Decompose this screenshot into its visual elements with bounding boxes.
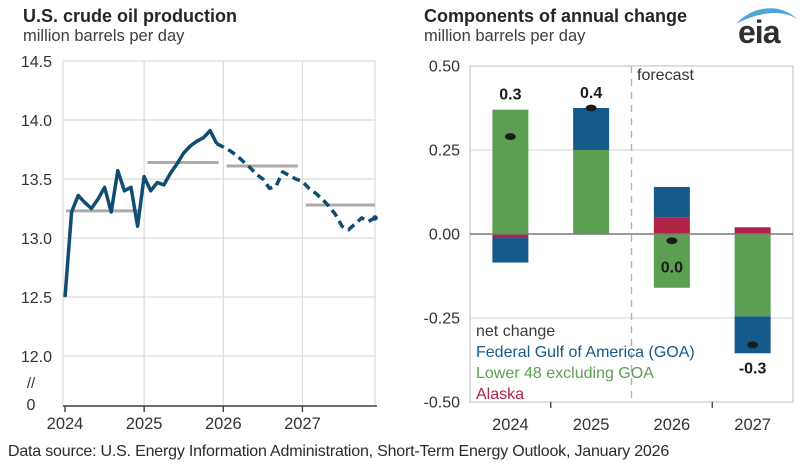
left-y-tick-label: 13.5 [21, 172, 52, 189]
net-change-marker-2024 [504, 133, 516, 140]
production-line-end-marker [372, 215, 378, 221]
forecast-label: forecast [637, 67, 694, 84]
right-y-tick-label: 0.00 [429, 227, 460, 244]
right-chart-title: Components of annual change [424, 6, 688, 26]
bar-segment-alaska-2027 [734, 227, 771, 234]
bar-segment-alaska-2024 [492, 234, 529, 239]
right-x-tick-label: 2024 [492, 416, 529, 434]
right-x-tick-label: 2026 [654, 416, 691, 434]
right-y-tick-label: 0.25 [429, 143, 460, 160]
data-source-caption: Data source: U.S. Energy Information Adm… [8, 443, 670, 460]
production-line-forecast [215, 142, 376, 232]
left-y-tick-label: 14.0 [21, 113, 52, 130]
bar-segment-goa-2026 [653, 186, 690, 218]
eia-logo: eia [733, 3, 799, 50]
left-x-tick-label: 2025 [126, 415, 163, 433]
eia-logo-text: eia [738, 14, 781, 49]
left-x-tick-label: 2027 [284, 415, 321, 433]
left-x-tick-label: 2024 [47, 415, 84, 433]
right-y-tick-label: -0.50 [424, 395, 461, 412]
bar-value-label-2026: 0.0 [661, 260, 683, 277]
legend-item-alaska: Alaska [476, 386, 525, 403]
net-change-marker-2027 [747, 341, 759, 349]
left-y-tick-label: 12.0 [21, 349, 52, 366]
left-y-axis-zero-label: 0 [27, 397, 36, 414]
bar-value-label-2025: 0.4 [580, 85, 602, 102]
right-chart-subtitle: million barrels per day [424, 27, 586, 45]
production-line-history [63, 128, 219, 298]
bar-chart-legend: net change Federal Gulf of America (GOA)… [476, 321, 695, 405]
net-change-marker-2026 [666, 237, 678, 245]
left-y-tick-label: 13.0 [21, 231, 52, 248]
bar-segment-alaska-2026 [653, 217, 690, 234]
right-x-tick-label: 2027 [734, 416, 771, 434]
bar-value-label-2024: 0.3 [499, 87, 521, 104]
legend-item-net-change: net change [476, 323, 556, 340]
bar-segment-lower48-2024 [492, 109, 529, 234]
left-chart-subtitle: million barrels per day [23, 27, 185, 45]
bar-value-label-2027: -0.3 [739, 360, 767, 377]
left-y-tick-label: 12.5 [21, 290, 52, 307]
right-y-tick-label: 0.50 [429, 59, 460, 76]
bar-segment-goa-2025 [573, 108, 610, 150]
left-chart-title: U.S. crude oil production [23, 6, 238, 26]
right-x-tick-label: 2025 [573, 416, 610, 434]
left-y-tick-label: 14.5 [21, 54, 52, 71]
left-x-tick-label: 2026 [205, 415, 242, 433]
right-y-tick-label: -0.25 [424, 311, 461, 328]
legend-item-lower-48-excluding-goa: Lower 48 excluding GOA [476, 365, 654, 382]
charts-canvas: 14.5 14.0 13.5 13.0 12.5 12.0 // 0 2024 2025 2026 2… [21, 54, 794, 434]
net-change-marker-2025 [585, 104, 597, 112]
bar-segment-lower48-2027 [734, 234, 771, 317]
left-y-axis-break-label: // [27, 375, 36, 392]
bar-segment-lower48-2025 [573, 150, 610, 234]
eia-logo-graphic: eia [736, 8, 797, 50]
bar-segment-goa-2024 [492, 238, 529, 263]
eia-logo-swoosh-icon [736, 8, 797, 24]
legend-item-federal-gulf-of-america: Federal Gulf of America (GOA) [476, 344, 695, 361]
